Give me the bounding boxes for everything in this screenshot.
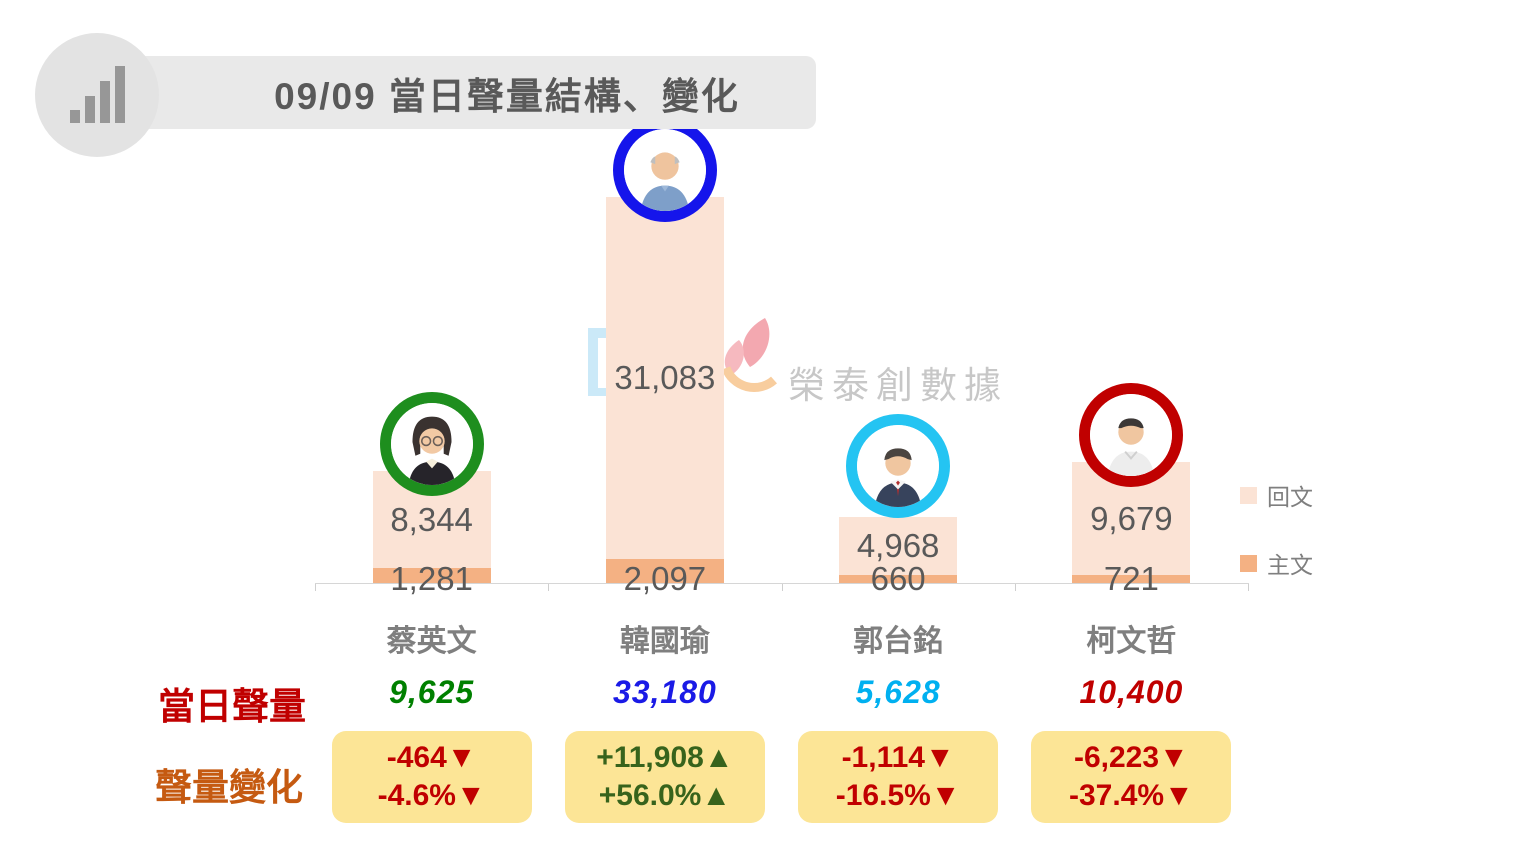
candidate-name: 柯文哲 (1086, 625, 1177, 658)
change-absolute: +11,908▲ (596, 741, 734, 774)
avatar-photo (857, 425, 940, 507)
volume-change-box: -6,223▼ -37.4%▼ (1031, 731, 1232, 823)
brand-watermark: 榮泰創數據 (588, 318, 1008, 406)
bar-segment-main (605, 559, 724, 583)
legend-label-main: 主文 (1267, 552, 1313, 578)
page-title: 09/09 當日聲量結構、變化 (274, 75, 740, 117)
change-percent: +56.0%▲ (598, 779, 732, 812)
avatar-photo (390, 403, 473, 485)
avatar-terry-gou (846, 414, 951, 518)
daily-volume-value: 5,628 (855, 674, 941, 710)
legend-item-reply: 回文 (1240, 478, 1313, 512)
daily-volume-value: 33,180 (612, 674, 717, 710)
avatar-photo (623, 129, 706, 211)
change-absolute: -6,223▼ (1073, 741, 1189, 774)
change-absolute: -1,114▼ (841, 741, 955, 774)
watermark-arc (721, 366, 777, 393)
daily-volume-value: 10,400 (1079, 674, 1184, 710)
avatar-han-kuo-yu (612, 118, 717, 222)
main-value-label: 660 (870, 560, 926, 597)
axis-tick (548, 584, 549, 591)
reply-value-label: 31,083 (614, 359, 716, 396)
volume-change-box: -464▼ -4.6%▼ (331, 731, 532, 823)
bar-segment-reply: 4,968 (839, 517, 958, 575)
legend-item-main: 主文 (1240, 546, 1313, 580)
legend-swatch-reply (1240, 486, 1257, 504)
bar-chart-icon (69, 66, 125, 123)
candidate-name: 蔡英文 (386, 625, 477, 658)
legend-label-reply: 回文 (1267, 484, 1313, 510)
legend-swatch-main (1240, 554, 1257, 572)
row-label-volume-change: 聲量變化 (155, 767, 303, 808)
candidate-name: 郭台銘 (853, 625, 944, 658)
stacked-bar: 31,083 (605, 197, 724, 583)
reply-value-label: 4,968 (856, 527, 940, 564)
change-absolute: -464▼ (386, 741, 477, 774)
reply-value-label: 8,344 (390, 500, 473, 538)
candidate-column-ko: 9,679 721 柯文哲 10,400 -6,223▼ -37.4%▼ (1015, 0, 1248, 864)
bar-segment-main (839, 575, 958, 583)
axis-tick (782, 584, 783, 591)
row-label-daily-volume: 當日聲量 (158, 686, 306, 727)
avatar-tsai-ing-wen (379, 392, 484, 496)
legend: 回文 主文 (1240, 478, 1313, 580)
main-value-label: 2,097 (623, 560, 707, 597)
avatar-ko-wen-je (1079, 383, 1184, 487)
stacked-bar: 4,968 (839, 517, 958, 583)
reply-value-label: 9,679 (1090, 499, 1173, 537)
watermark-brand-text: 榮泰創數據 (788, 365, 1008, 406)
change-percent: -37.4%▼ (1069, 779, 1194, 812)
candidate-column-han: 31,083 2,097 韓國瑜 33,180 +11,908▲ +56.0%▲ (548, 0, 781, 864)
candidate-name: 韓國瑜 (619, 625, 710, 658)
watermark-flame-icon (742, 318, 770, 367)
candidate-column-gou: 4,968 660 郭台銘 5,628 -1,114▼ -16.5%▼ (782, 0, 1015, 864)
main-value-label: 1,281 (390, 560, 473, 597)
axis-tick (1015, 584, 1016, 591)
bar-segment-main (1072, 575, 1191, 583)
bar-segment-reply: 31,083 (605, 197, 724, 559)
axis-tick (315, 584, 316, 591)
header-badge (35, 33, 159, 157)
volume-change-box: +11,908▲ +56.0%▲ (564, 731, 765, 823)
volume-change-box: -1,114▼ -16.5%▼ (798, 731, 999, 823)
candidate-column-tsai: 8,344 1,281 蔡英文 9,625 -464▼ -4.6%▼ (315, 0, 548, 864)
change-percent: -4.6%▼ (377, 779, 486, 812)
title-banner: 09/09 當日聲量結構、變化 (128, 56, 816, 129)
bar-segment-main (372, 568, 491, 583)
x-axis-line (315, 583, 1249, 584)
axis-tick (1248, 584, 1249, 591)
daily-volume-value: 9,625 (389, 674, 475, 710)
chart-plot-area: 8,344 1,281 蔡英文 9,625 -464▼ -4.6%▼ (315, 0, 1248, 864)
avatar-photo (1090, 394, 1173, 476)
main-value-label: 721 (1103, 560, 1159, 597)
change-percent: -16.5%▼ (835, 779, 961, 812)
